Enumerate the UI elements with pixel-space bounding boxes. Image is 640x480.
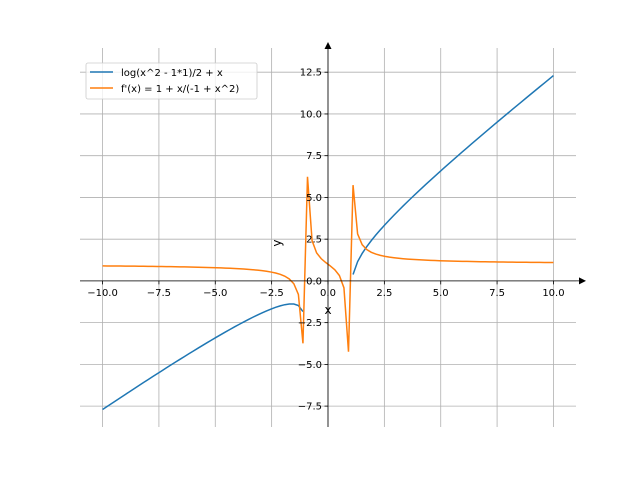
legend: log(x^2 - 1*1)/2 + x f'(x) = 1 + x/(-1 +… (85, 62, 258, 100)
x-tick-label: 0.0 (320, 288, 336, 299)
x-tick-label: −10.0 (87, 288, 118, 299)
y-tick-label: 0.0 (306, 276, 322, 287)
y-tick-label: −7.5 (298, 402, 322, 413)
legend-label-1: f'(x) = 1 + x/(-1 + x^2) (121, 84, 239, 95)
x-axis-label: x (324, 303, 331, 317)
y-tick-label: 10.0 (300, 109, 322, 120)
y-tick-label: 5.0 (306, 193, 322, 204)
x-tick-label: 2.5 (376, 288, 392, 299)
ticks: −10.0 −7.5 −5.0 −2.5 0.0 2.5 5.0 7.5 10.0 −7.5 −5.… (87, 68, 564, 413)
y-tick-label: −2.5 (298, 318, 322, 329)
y-axis-arrow (324, 42, 332, 49)
y-tick-label: 7.5 (306, 151, 322, 162)
x-tick-label: −5.0 (203, 288, 227, 299)
series-line-0 (102, 75, 554, 411)
y-tick-label: 2.5 (306, 235, 322, 246)
x-tick-label: 5.0 (433, 288, 449, 299)
x-axis-arrow (579, 277, 586, 285)
x-tick-label: −2.5 (259, 288, 283, 299)
y-axis-label: y (270, 239, 284, 246)
x-tick-label: 10.0 (542, 288, 564, 299)
y-tick-label: 12.5 (300, 68, 322, 79)
legend-label-0: log(x^2 - 1*1)/2 + x (121, 68, 223, 79)
x-tick-label: −7.5 (147, 288, 171, 299)
axes (80, 42, 586, 427)
x-tick-label: 7.5 (489, 288, 505, 299)
y-tick-label: −5.0 (298, 360, 322, 371)
